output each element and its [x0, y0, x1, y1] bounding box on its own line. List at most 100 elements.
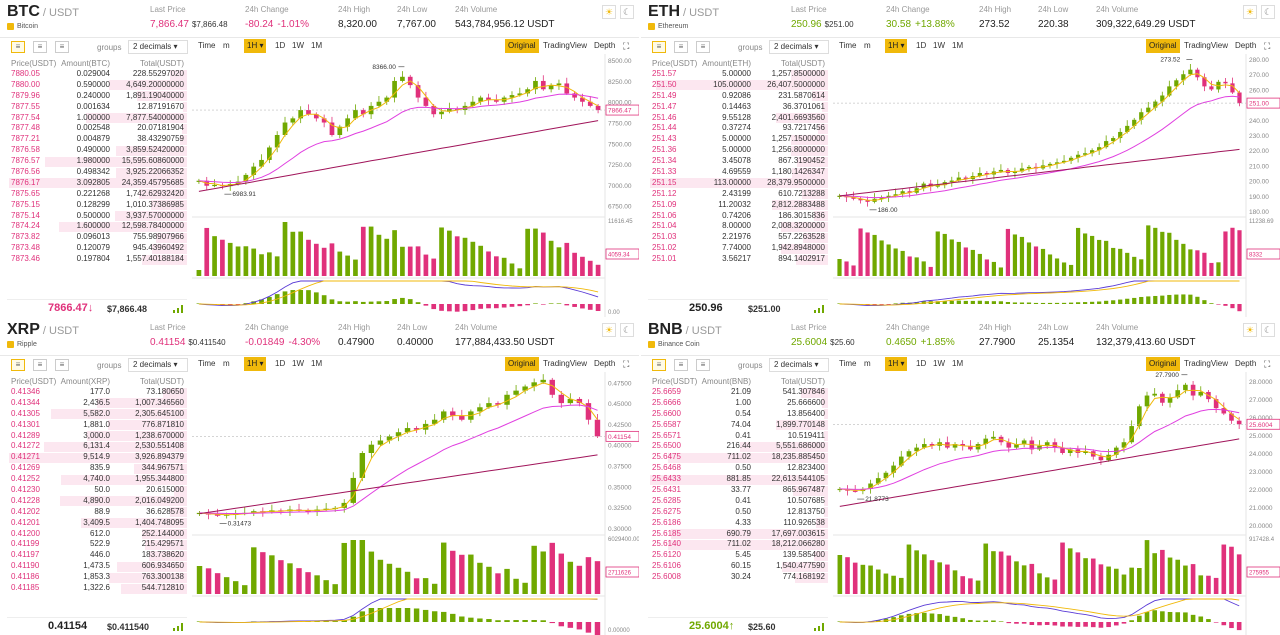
sun-icon[interactable]: ☀	[1243, 323, 1257, 337]
view-tradingview-button[interactable]: TradingView	[543, 41, 588, 50]
view-depth-button[interactable]: Depth	[594, 359, 616, 368]
order-row[interactable]: 251.33 4.69559 1,180.1426347	[648, 167, 828, 178]
order-row[interactable]: 25.6008 30.24 774.168192	[648, 572, 828, 583]
view-tradingview-button[interactable]: TradingView	[543, 359, 588, 368]
order-row[interactable]: 251.12 2.43199 610.7213288	[648, 189, 828, 200]
decimals-select[interactable]: 2 decimals ▾	[128, 358, 188, 372]
order-row[interactable]: 7877.48 0.002548 20.07181904	[7, 123, 187, 134]
time-button[interactable]: Time	[839, 359, 857, 368]
order-row[interactable]: 0.41269 835.9 344.967571	[7, 463, 187, 474]
order-row[interactable]: 251.44 0.37274 93.7217456	[648, 123, 828, 134]
order-row[interactable]: 7880.05 0.029004 228.55297020	[7, 69, 187, 80]
order-row[interactable]: 0.41252 4,740.0 1,955.344800	[7, 474, 187, 485]
order-row[interactable]: 251.34 3.45078 867.3190452	[648, 156, 828, 167]
order-row[interactable]: 0.41305 5,582.0 2,305.645100	[7, 409, 187, 420]
interval-1d-button[interactable]: 1D	[916, 359, 927, 368]
order-row[interactable]: 0.41346 177.0 73.180650	[7, 387, 187, 398]
order-row[interactable]: 7879.96 0.240000 1,891.19040000	[7, 91, 187, 102]
interval-1m-button[interactable]: 1M	[311, 359, 323, 368]
fullscreen-icon[interactable]: ⛶	[623, 359, 630, 369]
order-row[interactable]: 251.01 3.56217 894.1402917	[648, 254, 828, 265]
order-row[interactable]: 25.6475 711.02 18,235.885450	[648, 452, 828, 463]
order-row[interactable]: 25.6285 0.41 10.507685	[648, 496, 828, 507]
interval-1w-button[interactable]: 1W	[292, 359, 304, 368]
view-depth-button[interactable]: Depth	[1235, 359, 1257, 368]
order-row[interactable]: 7877.55 0.001634 12.87191670	[7, 102, 187, 113]
order-row[interactable]: 251.47 0.14463 36.3701061	[648, 102, 828, 113]
order-row[interactable]: 251.06 0.74206 186.3015836	[648, 211, 828, 222]
order-row[interactable]: 0.41197 446.0 183.738620	[7, 550, 187, 561]
order-row[interactable]: 0.41301 1,881.0 776.871810	[7, 420, 187, 431]
order-row[interactable]: 0.41344 2,436.5 1,007.346560	[7, 398, 187, 409]
view-depth-button[interactable]: Depth	[1235, 41, 1257, 50]
moon-icon[interactable]: ☾	[1261, 323, 1275, 337]
order-row[interactable]: 0.41185 1,322.6 544.712810	[7, 583, 187, 594]
order-row[interactable]: 0.41190 1,473.5 606.934650	[7, 561, 187, 572]
order-row[interactable]: 0.41230 50.0 20.615000	[7, 485, 187, 496]
order-row[interactable]: 251.57 5.00000 1,257.8500000	[648, 69, 828, 80]
sun-icon[interactable]: ☀	[1243, 5, 1257, 19]
order-row[interactable]: 7875.14 0.500000 3,937.57000000	[7, 211, 187, 222]
interval-1d-button[interactable]: 1D	[275, 359, 286, 368]
book-bids-icon[interactable]: ≡	[674, 359, 688, 371]
symbol[interactable]: BNB / USDT	[648, 321, 722, 339]
order-row[interactable]: 25.6433 881.85 22,613.544105	[648, 474, 828, 485]
order-row[interactable]: 0.41186 1,853.3 763.300138	[7, 572, 187, 583]
order-row[interactable]: 0.41289 3,000.0 1,238.670000	[7, 431, 187, 442]
order-row[interactable]: 0.41200 612.0 252.144000	[7, 529, 187, 540]
book-asks-icon[interactable]: ≡	[696, 41, 710, 53]
interval-1d-button[interactable]: 1D	[275, 41, 286, 50]
order-row[interactable]: 7873.82 0.096013 755.98907966	[7, 232, 187, 243]
view-original-button[interactable]: Original	[505, 357, 539, 371]
view-original-button[interactable]: Original	[505, 39, 539, 53]
view-tradingview-button[interactable]: TradingView	[1184, 41, 1229, 50]
order-row[interactable]: 25.6186 4.33 110.926538	[648, 518, 828, 529]
order-row[interactable]: 25.6185 690.79 17,697.003615	[648, 529, 828, 540]
symbol[interactable]: ETH / USDT	[648, 3, 719, 21]
interval-1w-button[interactable]: 1W	[933, 41, 945, 50]
order-row[interactable]: 7876.17 3.092805 24,359.45795685	[7, 178, 187, 189]
order-row[interactable]: 251.43 5.00000 1,257.1500000	[648, 134, 828, 145]
interval-1m-button[interactable]: 1M	[952, 359, 964, 368]
book-both-icon[interactable]: ≡	[11, 359, 25, 371]
book-both-icon[interactable]: ≡	[11, 41, 25, 53]
book-bids-icon[interactable]: ≡	[33, 41, 47, 53]
order-row[interactable]: 25.6275 0.50 12.813750	[648, 507, 828, 518]
order-row[interactable]: 251.04 8.00000 2,008.3200000	[648, 221, 828, 232]
fullscreen-icon[interactable]: ⛶	[1264, 359, 1271, 369]
interval-1d-button[interactable]: 1D	[916, 41, 927, 50]
order-row[interactable]: 0.41272 6,131.4 2,530.551408	[7, 441, 187, 452]
order-row[interactable]: 7875.15 0.128299 1,010.37386985	[7, 200, 187, 211]
order-row[interactable]: 7874.24 1.600000 12,598.78400000	[7, 221, 187, 232]
interval-1h-button[interactable]: 1H ▾	[244, 39, 267, 53]
order-row[interactable]: 25.6468 0.50 12.823400	[648, 463, 828, 474]
order-row[interactable]: 25.6120 5.45 139.585400	[648, 550, 828, 561]
order-row[interactable]: 25.6659 21.09 541.307846	[648, 387, 828, 398]
book-asks-icon[interactable]: ≡	[55, 41, 69, 53]
order-row[interactable]: 251.03 2.21976 557.2263528	[648, 232, 828, 243]
book-bids-icon[interactable]: ≡	[674, 41, 688, 53]
order-row[interactable]: 25.6140 711.02 18,212.066280	[648, 539, 828, 550]
time-button[interactable]: Time	[198, 41, 216, 50]
order-row[interactable]: 251.49 0.92086 231.5870614	[648, 91, 828, 102]
order-row[interactable]: 0.41202 88.9 36.628578	[7, 507, 187, 518]
view-depth-button[interactable]: Depth	[594, 41, 616, 50]
minutes-button[interactable]: m	[864, 41, 871, 50]
book-both-icon[interactable]: ≡	[652, 41, 666, 53]
view-tradingview-button[interactable]: TradingView	[1184, 359, 1229, 368]
book-asks-icon[interactable]: ≡	[55, 359, 69, 371]
interval-1h-button[interactable]: 1H ▾	[885, 357, 908, 371]
order-row[interactable]: 251.02 7.74000 1,942.8948000	[648, 243, 828, 254]
order-row[interactable]: 7873.46 0.197804 1,557.40188184	[7, 254, 187, 265]
interval-1w-button[interactable]: 1W	[292, 41, 304, 50]
order-row[interactable]: 7877.21 0.004879 38.43290759	[7, 134, 187, 145]
book-asks-icon[interactable]: ≡	[696, 359, 710, 371]
order-row[interactable]: 25.6431 33.77 865.967487	[648, 485, 828, 496]
order-row[interactable]: 0.41271 9,514.9 3,926.894379	[7, 452, 187, 463]
order-row[interactable]: 25.6666 1.00 25.666600	[648, 398, 828, 409]
symbol[interactable]: BTC / USDT	[7, 3, 79, 21]
interval-1h-button[interactable]: 1H ▾	[885, 39, 908, 53]
book-both-icon[interactable]: ≡	[652, 359, 666, 371]
interval-1h-button[interactable]: 1H ▾	[244, 357, 267, 371]
minutes-button[interactable]: m	[223, 41, 230, 50]
